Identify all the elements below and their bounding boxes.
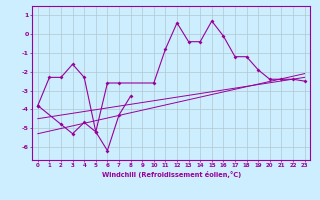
X-axis label: Windchill (Refroidissement éolien,°C): Windchill (Refroidissement éolien,°C) [101, 171, 241, 178]
